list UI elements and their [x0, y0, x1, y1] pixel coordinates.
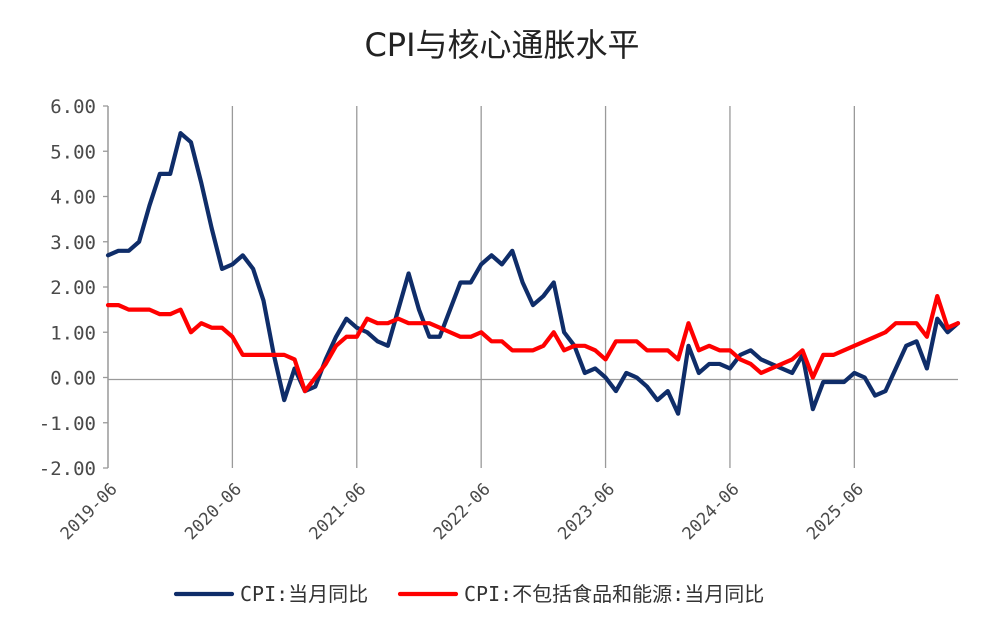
- x-tick-label: 2023-06: [554, 479, 619, 544]
- chart-title: CPI与核心通胀水平: [364, 26, 639, 64]
- y-tick-label: 0.00: [50, 368, 96, 390]
- y-tick-label: 1.00: [50, 322, 96, 344]
- x-tick-label: 2021-06: [306, 479, 371, 544]
- x-tick-label: 2022-06: [430, 479, 495, 544]
- y-tick-label: 3.00: [50, 232, 96, 254]
- legend-label-2: CPI:不包括食品和能源:当月同比: [464, 582, 764, 606]
- x-tick-label: 2019-06: [57, 479, 122, 544]
- y-tick-label: 2.00: [50, 277, 96, 299]
- y-tick-label: -1.00: [39, 413, 96, 435]
- plot-area: -2.00 -1.00 0.00 1.00 2.00 3.00 4.00 5.00 6.00 20…: [39, 96, 961, 544]
- y-tick-label: -2.00: [39, 458, 96, 480]
- legend-label-1: CPI:当月同比: [240, 582, 368, 606]
- y-tick-label: 4.00: [50, 187, 96, 209]
- x-tick-label: 2025-06: [803, 479, 868, 544]
- y-tick-label: 6.00: [50, 96, 96, 118]
- chart-legend: CPI:当月同比 CPI:不包括食品和能源:当月同比: [173, 582, 764, 606]
- series-line-2: [105, 293, 961, 394]
- x-tick-label: 2020-06: [181, 479, 246, 544]
- x-tick-label: 2024-06: [679, 479, 744, 544]
- y-tick-label: 5.00: [50, 141, 96, 163]
- series-line-1: [105, 131, 961, 416]
